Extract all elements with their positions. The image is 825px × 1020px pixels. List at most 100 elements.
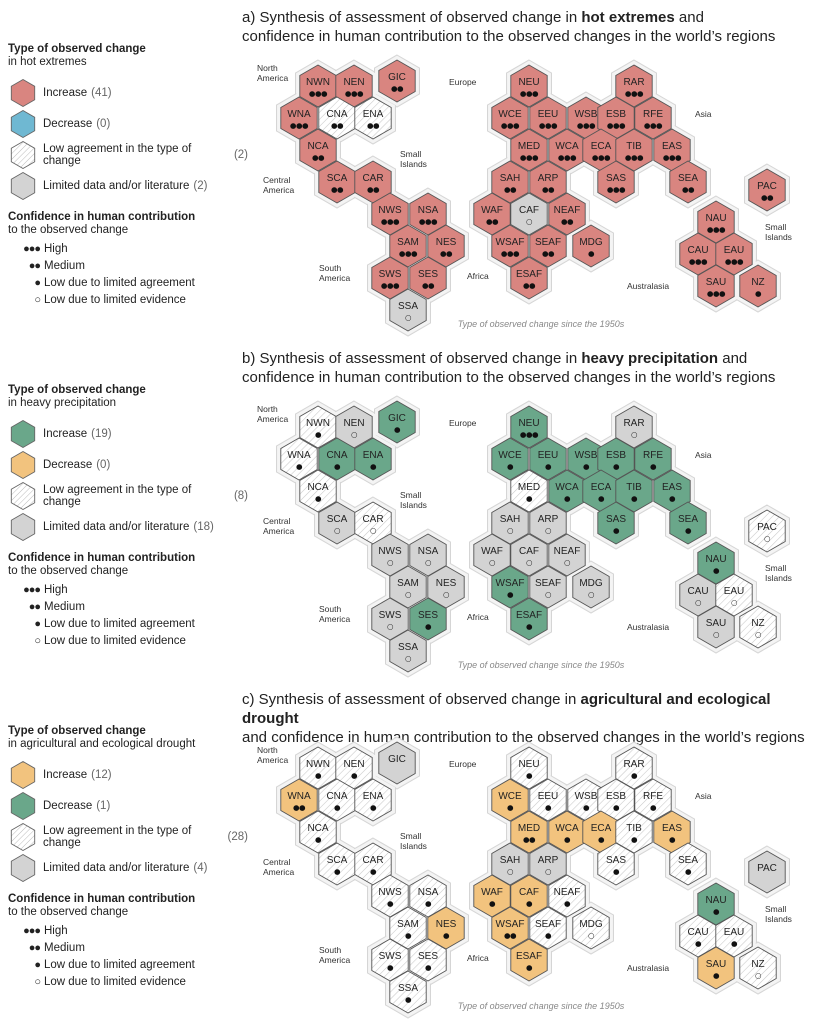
region-code: SES (418, 951, 438, 962)
confidence-dots: ○ (334, 526, 340, 535)
region-code: SAH (500, 514, 521, 525)
hex-shape (510, 405, 548, 449)
region-hex-caf: CAF● (510, 874, 548, 918)
region-code: WNA (287, 450, 311, 461)
legend-hex-swatch (10, 140, 36, 169)
confidence-dots: ●● (486, 217, 499, 226)
confidence-dots: ●● (523, 281, 536, 290)
confidence-symbol: ●●● (23, 924, 41, 937)
panel-a: a) Synthesis of assessment of observed c… (0, 0, 825, 338)
legend-subheading: in hot extremes (8, 56, 87, 68)
confidence-symbol: ● (34, 617, 41, 630)
region-code: CNA (326, 450, 347, 461)
region-code: NZ (751, 277, 764, 288)
legend-heading: Type of observed change (8, 725, 146, 737)
legend-item-count: (2) (233, 148, 248, 161)
region-label-australasia: Australasia (627, 622, 669, 632)
panel-title: c) Synthesis of assessment of observed c… (242, 690, 825, 747)
region-code: RFE (643, 450, 663, 461)
hex-shape (378, 59, 416, 103)
region-hex-neaf: NEAF● (548, 874, 586, 918)
region-label-europe: Europe (449, 759, 477, 769)
confidence-label: Low due to limited agreement (44, 276, 195, 289)
confidence-dots: ●● (331, 121, 344, 130)
hex-shape (529, 96, 567, 140)
confidence-dots: ●● (293, 803, 306, 812)
region-code: SAM (397, 237, 419, 248)
region-label-europe: Europe (449, 77, 477, 87)
region-label-small-islands-1: Small Islands (400, 490, 427, 510)
confidence-dots: ● (526, 494, 533, 503)
confidence-dots: ● (526, 963, 533, 972)
region-code: GIC (388, 413, 406, 424)
region-code: ESAF (516, 951, 542, 962)
region-label-africa: Africa (467, 953, 489, 963)
region-code: TIB (626, 482, 642, 493)
confidence-item: ○ Low due to limited evidence (8, 291, 248, 308)
region-hex-neaf: NEAF●● (548, 192, 586, 236)
legend-item: Limited data and/or literature (18) (8, 511, 248, 542)
confidence-dots: ● (425, 622, 432, 631)
confidence-dots: ●● (367, 185, 380, 194)
legend-item: Decrease (0) (8, 449, 248, 480)
region-hex-ena: ENA●● (354, 96, 392, 140)
region-hex-sas: SAS●●● (597, 160, 635, 204)
region-code: RFE (643, 791, 663, 802)
legend-item-count: (19) (91, 427, 112, 440)
region-code: CAU (687, 245, 708, 256)
confidence-dots: ● (545, 803, 552, 812)
region-code: WSB (575, 791, 598, 802)
confidence-label: Low due to limited agreement (44, 617, 195, 630)
region-code: WNA (287, 791, 311, 802)
region-hex-gic: GIC● (378, 400, 416, 444)
hex-shape (389, 288, 427, 332)
region-code: SCA (327, 173, 348, 184)
confidence-dots: ●●● (644, 121, 663, 130)
region-hex-wsaf: WSAF●● (491, 906, 529, 950)
confidence-symbol: ○ (34, 293, 41, 306)
confidence-dots: ●●● (625, 153, 644, 162)
region-hex-sas: SAS● (597, 842, 635, 886)
region-code: NEU (518, 418, 539, 429)
region-code: EAU (724, 586, 745, 597)
legend-item-count: (12) (91, 768, 112, 781)
region-hex-ses: SES●● (409, 256, 447, 300)
region-hex-sau: SAU●●● (697, 264, 735, 308)
region-code: NES (436, 919, 457, 930)
region-code: CAF (519, 887, 539, 898)
confidence-symbol: ○ (34, 975, 41, 988)
region-label-central-america: Central America (263, 857, 294, 877)
confidence-dots: ●●● (607, 185, 626, 194)
region-code: NWS (378, 887, 402, 898)
hex-shape (572, 565, 610, 609)
legend-item-count: (8) (233, 489, 248, 502)
confidence-dots: ○ (755, 971, 761, 980)
region-hex-rfe: RFE● (634, 437, 672, 481)
region-code: NAU (705, 895, 726, 906)
hex-shape (510, 533, 548, 577)
confidence-dots: ●●● (607, 121, 626, 130)
hex-shape (529, 501, 567, 545)
confidence-dots: ●● (391, 84, 404, 93)
hex-shape (748, 168, 786, 212)
region-code: CAR (362, 173, 383, 184)
region-code: MDG (579, 237, 603, 248)
confidence-dots: ● (545, 462, 552, 471)
confidence-label: Low due to limited evidence (44, 293, 186, 306)
confidence-dots: ○ (631, 430, 637, 439)
region-hex-nau: NAU● (697, 882, 735, 926)
hex-shape (280, 96, 318, 140)
confidence-symbol: ● (34, 276, 41, 289)
hex-shape (491, 96, 529, 140)
region-hex-nz: NZ○ (739, 605, 777, 649)
region-code: NWN (306, 77, 330, 88)
hex-shape (529, 160, 567, 204)
confidence-dots: ● (296, 462, 303, 471)
region-hex-sau: SAU○ (697, 605, 735, 649)
hex-shape (548, 192, 586, 236)
confidence-dots: ●●● (520, 153, 539, 162)
confidence-dots: ●●● (309, 89, 328, 98)
region-code: SAU (706, 618, 727, 629)
region-code: PAC (757, 181, 777, 192)
confidence-dots: ● (370, 867, 377, 876)
